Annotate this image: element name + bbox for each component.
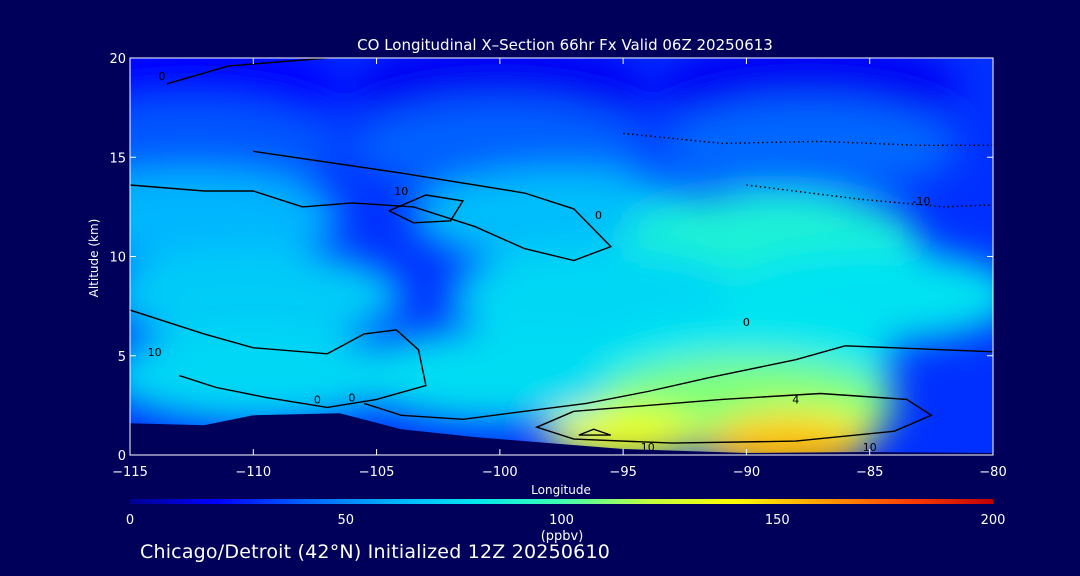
colorbar <box>130 499 993 504</box>
field-cell <box>448 248 749 345</box>
x-tick-label: −105 <box>359 465 395 480</box>
colorbar-tick-label: 200 <box>981 513 1006 528</box>
contour-label: 0 <box>595 209 602 222</box>
x-tick-label: −110 <box>235 465 271 480</box>
contour-line <box>388 194 465 224</box>
colorbar-tick-label: 100 <box>549 513 574 528</box>
x-tick-label: −90 <box>733 465 760 480</box>
contour-label: -10 <box>913 195 931 208</box>
field-blobs <box>130 58 993 455</box>
contour-label: 10 <box>394 185 408 198</box>
x-axis-label: Longitude <box>531 483 591 497</box>
terrain-layer <box>130 413 993 455</box>
contour-line <box>130 150 613 262</box>
field-cell <box>543 409 704 455</box>
terrain-surface <box>130 413 993 455</box>
y-tick-label: 0 <box>118 449 126 464</box>
colorbar-tick-label: 150 <box>765 513 790 528</box>
y-axis-label: Altitude (km) <box>87 219 101 298</box>
field-cell <box>658 99 959 196</box>
field-cell <box>130 327 404 424</box>
field-cell <box>703 421 864 455</box>
contour-label: 0 <box>743 316 750 329</box>
x-tick-label: −80 <box>979 465 1006 480</box>
colorbar-tick-label: 50 <box>337 513 354 528</box>
y-tick-label: 20 <box>109 52 126 67</box>
x-tick-label: −115 <box>112 465 148 480</box>
contour-label: 0 <box>314 393 321 406</box>
contour-line <box>578 428 612 436</box>
contour-line <box>130 309 427 409</box>
contour-line <box>534 392 933 444</box>
contour-label: 4 <box>792 393 799 406</box>
field-cell <box>130 248 404 345</box>
contour-line <box>166 58 328 85</box>
colorbar-ticks: 0 50 100 150 200 <box>126 513 1006 528</box>
axes-layer: −115 −110 −105 −100 −95 −90 −85 −80 0 5 10 15 20 <box>109 52 1006 480</box>
y-tick-label: 15 <box>109 151 126 166</box>
contour-label: 10 <box>148 346 162 359</box>
y-tick-label: 10 <box>109 251 126 266</box>
x-tick-label: −100 <box>482 465 518 480</box>
contour-line <box>363 345 993 421</box>
co-field-layer <box>130 58 993 455</box>
colorbar-tick-label: 0 <box>126 513 134 528</box>
field-cell <box>130 168 342 265</box>
x-tick-label: −85 <box>856 465 883 480</box>
contour-label: 0 <box>159 70 166 83</box>
contour-label: 0 <box>348 391 355 404</box>
field-cell <box>349 327 650 424</box>
contour-label: 10 <box>863 441 877 454</box>
footer-caption: Chicago/Detroit (42°N) Initialized 12Z 2… <box>140 541 611 563</box>
colorbar-unit: (ppbv) <box>541 529 584 544</box>
y-tick-label: 5 <box>118 350 126 365</box>
chart-title: CO Longitudinal X–Section 66hr Fx Valid … <box>357 36 773 54</box>
x-tick-label: −95 <box>609 465 636 480</box>
